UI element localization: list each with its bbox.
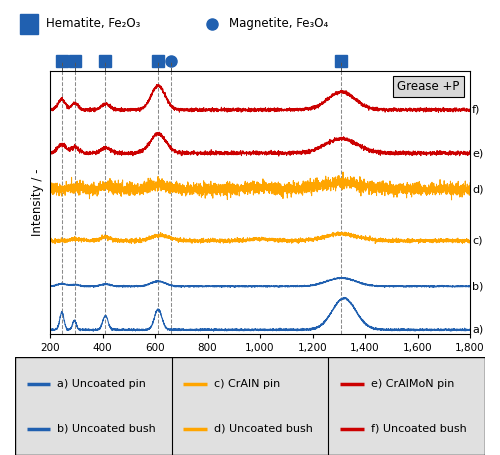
Text: b): b): [472, 281, 484, 291]
Text: f): f): [472, 105, 480, 115]
FancyBboxPatch shape: [15, 357, 485, 455]
Text: a): a): [472, 325, 484, 335]
Text: Grease +P: Grease +P: [397, 80, 460, 93]
Text: e): e): [472, 148, 484, 158]
Text: Magnetite, Fe₃O₄: Magnetite, Fe₃O₄: [229, 17, 328, 30]
Text: a) Uncoated pin: a) Uncoated pin: [58, 379, 146, 389]
X-axis label: Raman shift ϑ / cm-1: Raman shift ϑ / cm-1: [198, 359, 322, 372]
Text: Hematite, Fe₂O₃: Hematite, Fe₂O₃: [46, 17, 140, 30]
Text: c) CrAlN pin: c) CrAlN pin: [214, 379, 280, 389]
Text: b) Uncoated bush: b) Uncoated bush: [58, 424, 156, 434]
Y-axis label: Intensity / -: Intensity / -: [32, 169, 44, 236]
Text: d): d): [472, 185, 484, 195]
Bar: [20, 14, 38, 34]
Text: c): c): [472, 236, 482, 246]
Text: e) CrAlMoN pin: e) CrAlMoN pin: [371, 379, 454, 389]
Text: f) Uncoated bush: f) Uncoated bush: [371, 424, 466, 434]
Text: d) Uncoated bush: d) Uncoated bush: [214, 424, 312, 434]
